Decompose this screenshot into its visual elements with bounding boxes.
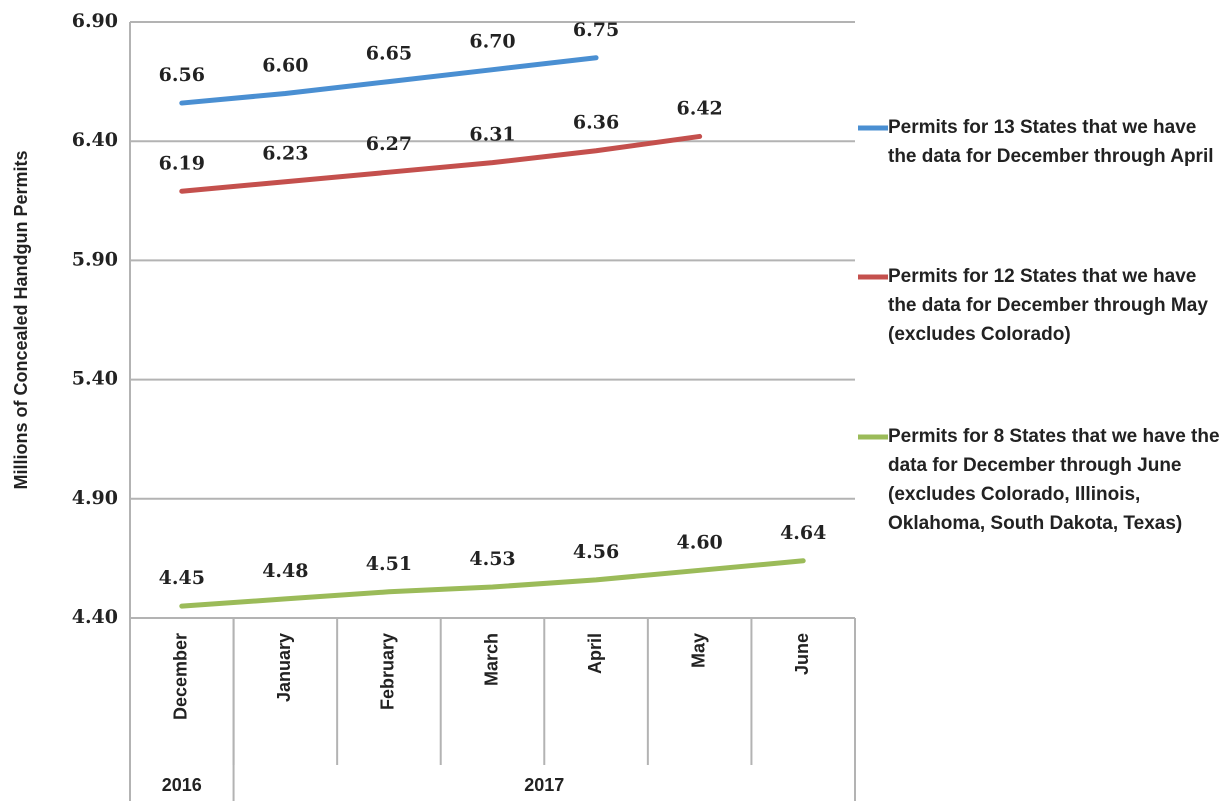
data-label: 4.48 bbox=[262, 560, 308, 582]
data-label: 6.42 bbox=[677, 97, 723, 119]
data-label: 6.31 bbox=[469, 124, 515, 146]
x-tick-label: June bbox=[792, 633, 812, 675]
data-label: 4.60 bbox=[677, 531, 723, 553]
data-label: 6.70 bbox=[469, 31, 515, 53]
data-label: 6.27 bbox=[366, 133, 412, 155]
year-label: 2017 bbox=[524, 775, 564, 795]
data-label: 4.45 bbox=[159, 567, 205, 589]
data-label: 4.53 bbox=[469, 548, 515, 570]
x-tick-label: January bbox=[274, 633, 294, 702]
year-label: 2016 bbox=[162, 775, 202, 795]
data-label: 6.65 bbox=[366, 43, 412, 65]
data-label: 6.56 bbox=[159, 64, 205, 86]
x-tick-label: December bbox=[171, 633, 191, 720]
legend-label: Permits for 13 States that we have the d… bbox=[888, 117, 1214, 167]
x-tick-label: May bbox=[688, 633, 708, 668]
legend-label: Permits for 8 States that we have the da… bbox=[888, 426, 1220, 534]
data-label: 4.51 bbox=[366, 553, 412, 575]
y-tick-label: 4.90 bbox=[72, 487, 118, 509]
y-tick-label: 6.40 bbox=[72, 129, 118, 151]
x-tick-label: March bbox=[481, 633, 501, 686]
y-tick-label: 5.40 bbox=[72, 368, 118, 390]
x-tick-label: February bbox=[378, 633, 398, 710]
y-tick-label: 4.40 bbox=[72, 606, 118, 628]
legend-label: Permits for 12 States that we have the d… bbox=[888, 266, 1208, 345]
data-label: 6.36 bbox=[573, 112, 619, 134]
y-tick-label: 5.90 bbox=[72, 248, 118, 270]
data-label: 4.56 bbox=[573, 541, 619, 563]
x-tick-label: April bbox=[585, 633, 605, 674]
data-label: 6.60 bbox=[262, 55, 308, 77]
data-label: 4.64 bbox=[780, 522, 826, 544]
y-axis-title: Millions of Concealed Handgun Permits bbox=[11, 150, 31, 489]
data-label: 6.19 bbox=[159, 152, 205, 174]
series-line bbox=[179, 133, 703, 194]
data-label: 6.75 bbox=[573, 19, 619, 41]
data-label: 6.23 bbox=[262, 143, 308, 165]
series-line bbox=[179, 558, 806, 609]
y-tick-label: 6.90 bbox=[72, 10, 118, 32]
series-line bbox=[179, 55, 599, 106]
